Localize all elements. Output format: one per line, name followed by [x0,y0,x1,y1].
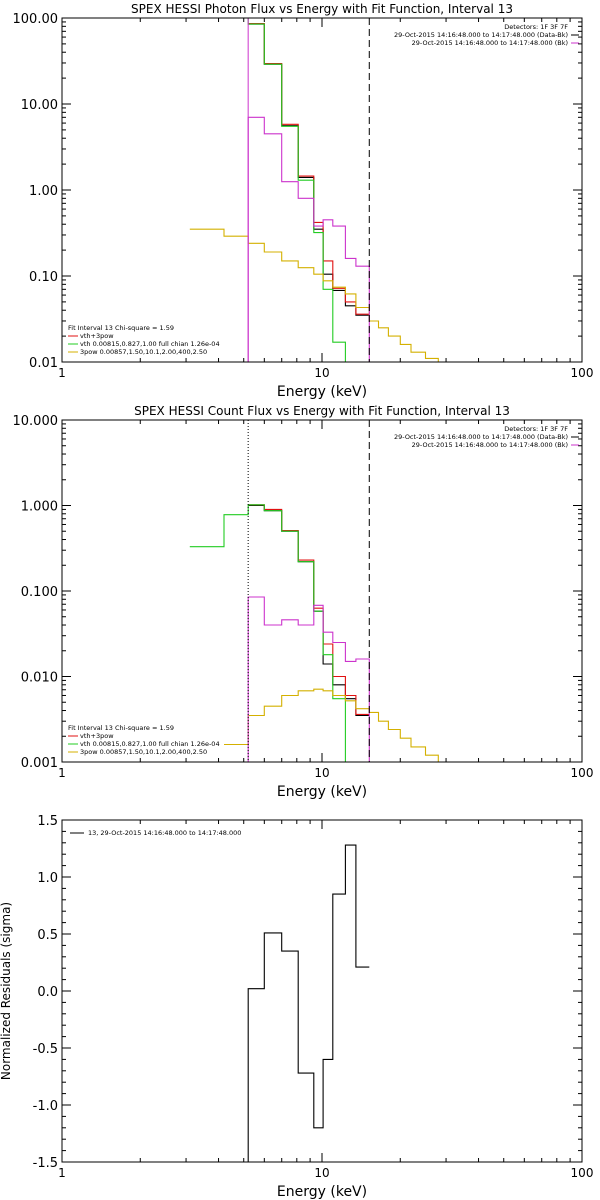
series-line-vth-3pow [248,23,370,315]
residual-legend-line: 13, 29-Oct-2015 14:16:48.000 to 14:17:48… [88,829,241,837]
y-tick-label: 0.10 [29,270,58,285]
fit-legend-line: vth+3pow [80,332,114,340]
fit-legend-line: vth 0.00815,0.827,1.00 full chian 1.26e-… [80,340,220,348]
y-tick-label: -1.5 [33,1156,58,1171]
chart-title: SPEX HESSI Photon Flux vs Energy with Fi… [131,2,513,16]
fit-legend-line: 3pow 0.00857,1.50,10.1,2.00,400,2.50 [80,748,207,756]
x-axis-label: Energy (keV) [277,1184,367,1200]
chart-title: SPEX HESSI Count Flux vs Energy with Fit… [134,404,510,418]
y-tick-label: 10.00 [21,98,58,113]
header-legend-line: 29-Oct-2015 14:16:48.000 to 14:17:48.000… [394,433,568,441]
x-tick-label: 100 [571,1166,594,1180]
series-line-3pow [189,228,450,362]
fit-legend-line: Fit Interval 13 Chi-square = 1.59 [68,324,174,332]
y-tick-label: 0.0 [37,985,58,1000]
y-axis-label: Normalized Residuals (sigma) [0,902,13,1080]
series-line-bk [247,116,370,362]
y-tick-label: 1.00 [29,184,58,199]
y-tick-label: 1.000 [21,500,58,515]
header-legend-line: Detectors: 1F 3F 7F [504,425,568,433]
x-tick-label: 1 [58,766,66,780]
fit-legend-line: Fit Interval 13 Chi-square = 1.59 [68,724,174,732]
header-legend-line: Detectors: 1F 3F 7F [504,23,568,31]
y-tick-label: -1.0 [33,1099,58,1114]
series-group [189,504,450,762]
header-legend-line: 29-Oct-2015 14:16:48.000 to 14:17:48.000… [412,39,568,47]
fit-legend-line: vth+3pow [80,732,114,740]
y-tick-label: 1.5 [37,814,58,829]
series-line-residuals [247,844,370,1162]
series-line-bk [247,596,370,762]
series-line-3pow [224,688,450,762]
series-group [247,844,370,1162]
photon-flux-panel: SPEX HESSI Photon Flux vs Energy with Fi… [13,2,594,400]
residuals-panel: 1 10 100 Energy (keV) -1.5 -1.0 -0.5 0.0 0.5 1.0 1… [0,814,593,1200]
x-tick-label: 1 [58,1166,66,1180]
x-tick-label: 10 [314,766,329,780]
x-tick-label: 10 [314,366,329,380]
y-tick-label: 10.000 [13,414,59,429]
series-line-data-bk [248,23,370,316]
y-tick-label: -0.5 [33,1042,58,1057]
plot-frame [61,419,583,763]
y-tick-label: 0.5 [37,928,58,943]
header-legend-line: 29-Oct-2015 14:16:48.000 to 14:17:48.000… [412,441,568,449]
series-line-data-bk [248,504,370,717]
y-tick-label: 0.010 [21,671,58,686]
x-tick-label: 10 [314,1166,329,1180]
plot-frame [61,17,583,363]
x-tick-label: 1 [58,366,66,380]
series-line-vth-3pow [248,504,370,715]
header-legend-line: 29-Oct-2015 14:16:48.000 to 14:17:48.000… [394,31,568,39]
x-tick-label: 100 [571,766,594,780]
x-tick-label: 100 [571,366,594,380]
plot-frame [61,819,583,1163]
fit-legend-line: 3pow 0.00857,1.50,10.1,2.00,400,2.50 [80,348,207,356]
y-tick-label: 0.100 [21,585,58,600]
y-tick-label: 100.00 [13,12,59,27]
x-axis-label: Energy (keV) [277,384,367,400]
y-tick-label: 1.0 [37,871,58,886]
y-tick-label: 0.01 [29,356,58,371]
y-tick-label: 0.001 [21,756,58,771]
series-group [189,18,450,362]
count-flux-panel: SPEX HESSI Count Flux vs Energy with Fit… [13,404,594,800]
fit-legend-line: vth 0.00815,0.827,1.00 full chian 1.26e-… [80,740,220,748]
series-line-vth [247,18,346,362]
x-axis-label: Energy (keV) [277,784,367,800]
